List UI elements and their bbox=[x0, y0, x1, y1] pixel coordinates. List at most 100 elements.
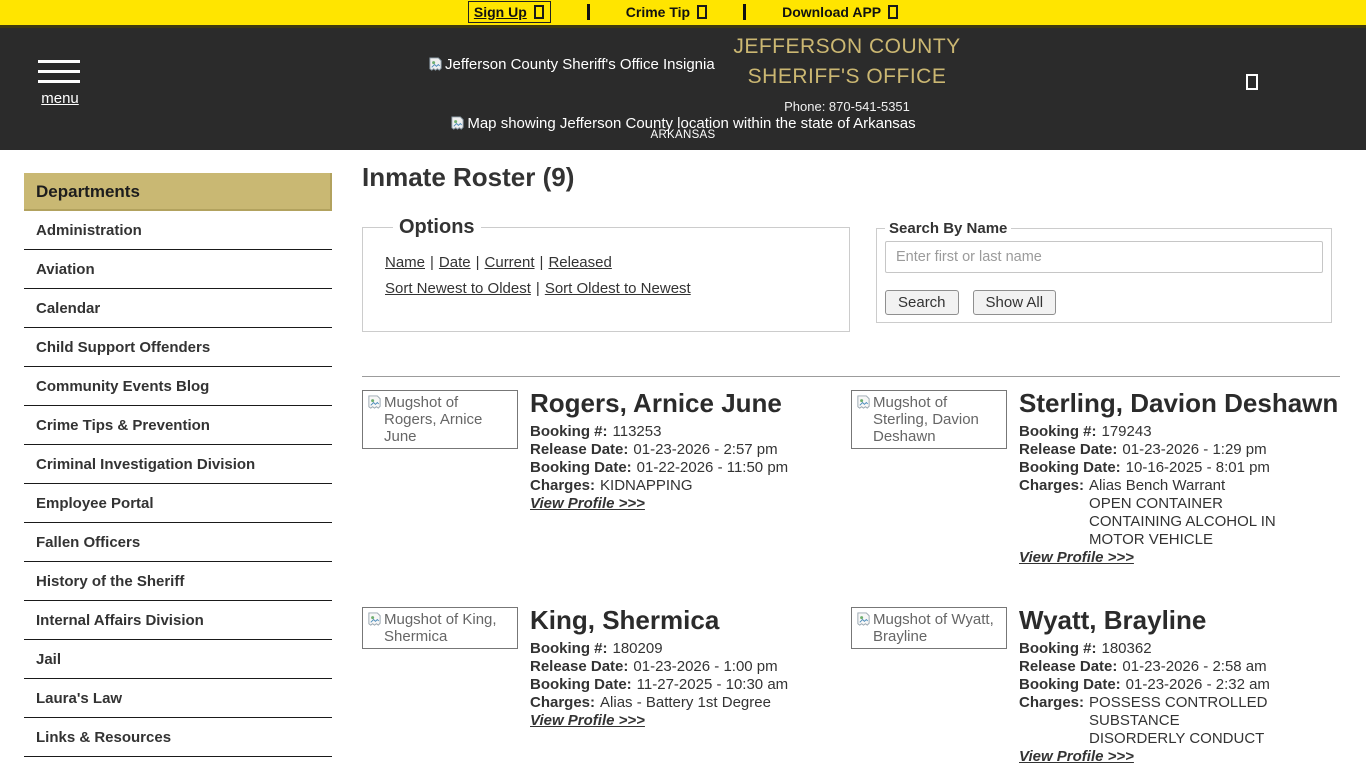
search-panel: Search By Name Search Show All bbox=[876, 220, 1332, 323]
sidebar-header: Departments bbox=[24, 173, 332, 211]
sign-up-link[interactable]: Sign Up bbox=[474, 4, 544, 20]
charge-item: Alias Bench Warrant bbox=[1089, 477, 1226, 494]
insignia-alt-text: Jefferson County Sheriff's Office Insign… bbox=[445, 56, 715, 73]
release-date-value: 01-23-2026 - 1:29 pm bbox=[1122, 441, 1267, 458]
charges-label: Charges: bbox=[1019, 477, 1085, 494]
booking-no-label: Booking #: bbox=[1019, 423, 1097, 440]
mugshot-broken-image: Mugshot of Rogers, Arnice June bbox=[362, 390, 518, 449]
sidebar-item-employee-portal[interactable]: Employee Portal bbox=[24, 484, 332, 523]
crime-tip-label: Crime Tip bbox=[625, 3, 691, 20]
sidebar-item-history-of-the-sheriff[interactable]: History of the Sheriff bbox=[24, 562, 332, 601]
sort-newest-to-oldest-link[interactable]: Sort Newest to Oldest bbox=[385, 280, 531, 297]
broken-image-icon bbox=[429, 57, 442, 71]
hamburger-icon bbox=[38, 60, 82, 83]
mugshot-broken-image: Mugshot of Wyatt, Brayline bbox=[851, 607, 1007, 649]
signup-focus-box: Sign Up bbox=[467, 0, 551, 23]
topbar-divider bbox=[586, 3, 590, 20]
insignia-broken-image: Jefferson County Sheriff's Office Insign… bbox=[428, 56, 715, 73]
view-profile-link[interactable]: View Profile >>> bbox=[530, 712, 645, 729]
inmate-card: Mugshot of Sterling, Davion Deshawn Ster… bbox=[851, 390, 1340, 567]
broken-image-icon bbox=[857, 395, 870, 409]
inmate-cards-grid: Mugshot of Rogers, Arnice June Rogers, A… bbox=[362, 390, 1340, 766]
view-profile-link[interactable]: View Profile >>> bbox=[1019, 549, 1134, 566]
sort-oldest-to-newest-link[interactable]: Sort Oldest to Newest bbox=[544, 280, 691, 297]
sidebar-item-internal-affairs-division[interactable]: Internal Affairs Division bbox=[24, 601, 332, 640]
download-app-link[interactable]: Download APP bbox=[782, 4, 899, 20]
content-area: Departments Administration Aviation Cale… bbox=[0, 150, 1366, 768]
sidebar-item-jail[interactable]: Jail bbox=[24, 640, 332, 679]
broken-image-icon bbox=[451, 116, 464, 130]
mugshot-alt-text: Mugshot of King, Shermica bbox=[384, 611, 497, 645]
sidebar-item-calendar[interactable]: Calendar bbox=[24, 289, 332, 328]
view-profile-link[interactable]: View Profile >>> bbox=[1019, 748, 1134, 765]
site-header: menu Jefferson County Sheriff's Office I… bbox=[0, 28, 1366, 150]
charges-list: Alias - Battery 1st Degree bbox=[600, 694, 771, 712]
missing-glyph-icon bbox=[888, 4, 899, 19]
roster-divider bbox=[362, 376, 1340, 377]
booking-date-value: 01-22-2026 - 11:50 pm bbox=[636, 459, 789, 476]
charge-item: KIDNAPPING bbox=[600, 477, 693, 494]
mugshot-alt-text: Mugshot of Wyatt, Brayline bbox=[873, 611, 994, 645]
charge-item: Alias - Battery 1st Degree bbox=[600, 694, 771, 711]
sidebar-item-aviation[interactable]: Aviation bbox=[24, 250, 332, 289]
filter-date-link[interactable]: Date bbox=[438, 254, 471, 271]
sidebar-item-crime-tips-prevention[interactable]: Crime Tips & Prevention bbox=[24, 406, 332, 445]
charges-label: Charges: bbox=[1019, 694, 1085, 711]
release-date-value: 01-23-2026 - 2:58 am bbox=[1122, 658, 1267, 675]
departments-sidebar: Departments Administration Aviation Cale… bbox=[24, 173, 332, 757]
mugshot-broken-image: Mugshot of King, Shermica bbox=[362, 607, 518, 649]
inmate-details: Sterling, Davion Deshawn Booking #: 17924… bbox=[1019, 390, 1340, 567]
county-map-broken-image: Map showing Jefferson County location wi… bbox=[0, 115, 1366, 132]
filter-current-link[interactable]: Current bbox=[484, 254, 535, 271]
sidebar-item-administration[interactable]: Administration bbox=[24, 211, 332, 250]
sidebar-item-links-resources[interactable]: Links & Resources bbox=[24, 718, 332, 757]
agency-title-line1: JEFFERSON COUNTY bbox=[733, 35, 961, 58]
view-profile-link[interactable]: View Profile >>> bbox=[530, 495, 645, 512]
inmate-card: Mugshot of Rogers, Arnice June Rogers, A… bbox=[362, 390, 851, 567]
sidebar-item-criminal-investigation-division[interactable]: Criminal Investigation Division bbox=[24, 445, 332, 484]
mugshot-alt-text: Mugshot of Sterling, Davion Deshawn bbox=[873, 394, 979, 445]
broken-image-icon bbox=[368, 612, 381, 626]
inmate-name: Wyatt, Brayline bbox=[1019, 605, 1207, 635]
sidebar-item-child-support-offenders[interactable]: Child Support Offenders bbox=[24, 328, 332, 367]
booking-date-value: 10-16-2025 - 8:01 pm bbox=[1125, 459, 1270, 476]
inmate-details: King, Shermica Booking #: 180209 Release … bbox=[530, 607, 851, 730]
inmate-name: King, Shermica bbox=[530, 605, 720, 635]
sign-up-label: Sign Up bbox=[473, 3, 527, 20]
sidebar-item-fallen-officers[interactable]: Fallen Officers bbox=[24, 523, 332, 562]
charges-list: POSSESS CONTROLLED SUBSTANCE DISORDERLY … bbox=[1089, 694, 1294, 748]
filter-released-link[interactable]: Released bbox=[548, 254, 612, 271]
sidebar-item-community-events-blog[interactable]: Community Events Blog bbox=[24, 367, 332, 406]
agency-title-line2: SHERIFF'S OFFICE bbox=[747, 65, 947, 88]
booking-no-value: 113253 bbox=[612, 423, 662, 440]
inmate-name: Rogers, Arnice June bbox=[530, 388, 782, 418]
search-input[interactable] bbox=[885, 241, 1323, 273]
inmate-details: Wyatt, Brayline Booking #: 180362 Release… bbox=[1019, 607, 1340, 766]
release-date-label: Release Date: bbox=[1019, 441, 1118, 458]
menu-button[interactable]: menu bbox=[38, 60, 82, 108]
sidebar-item-lauras-law[interactable]: Laura's Law bbox=[24, 679, 332, 718]
inmate-card: Mugshot of King, Shermica King, Shermica… bbox=[362, 607, 851, 766]
menu-label: menu bbox=[41, 90, 79, 107]
search-buttons: Search Show All bbox=[885, 290, 1323, 315]
booking-no-value: 179243 bbox=[1101, 423, 1152, 440]
sort-links: Sort Newest to Oldest | Sort Oldest to New… bbox=[385, 280, 837, 297]
search-button[interactable]: Search bbox=[885, 290, 959, 315]
booking-no-value: 180362 bbox=[1101, 640, 1152, 657]
map-caption: ARKANSAS bbox=[650, 129, 716, 141]
release-date-label: Release Date: bbox=[1019, 658, 1118, 675]
inmate-details: Rogers, Arnice June Booking #: 113253 Rel… bbox=[530, 390, 851, 513]
release-date-label: Release Date: bbox=[530, 658, 629, 675]
filter-name-link[interactable]: Name bbox=[385, 254, 426, 271]
charges-label: Charges: bbox=[530, 477, 596, 494]
show-all-button[interactable]: Show All bbox=[972, 290, 1057, 315]
booking-date-label: Booking Date: bbox=[1019, 459, 1121, 476]
inmate-card: Mugshot of Wyatt, Brayline Wyatt, Brayli… bbox=[851, 607, 1340, 766]
booking-date-label: Booking Date: bbox=[530, 676, 632, 693]
release-date-value: 01-23-2026 - 2:57 pm bbox=[633, 441, 778, 458]
filter-separator: | bbox=[475, 254, 480, 271]
crime-tip-link[interactable]: Crime Tip bbox=[625, 3, 708, 20]
agency-title: JEFFERSON COUNTY SHERIFF'S OFFICE Phone:… bbox=[716, 32, 978, 114]
broken-image-icon bbox=[857, 612, 870, 626]
charge-item: OPEN CONTAINER CONTAINING ALCOHOL IN MOT… bbox=[1089, 495, 1276, 548]
